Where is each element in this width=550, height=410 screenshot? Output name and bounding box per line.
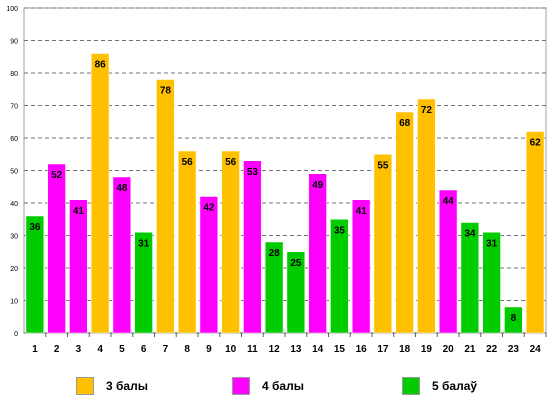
data-label: 49	[312, 180, 324, 191]
data-label: 53	[247, 167, 259, 178]
bar	[438, 189, 458, 334]
x-tick-label: 9	[206, 344, 212, 355]
x-tick-label: 18	[399, 344, 411, 355]
y-tick-label: 20	[10, 266, 18, 273]
chart-legend: 3 балы 4 балы 5 балаў	[0, 377, 550, 399]
x-tick-label: 14	[312, 344, 324, 355]
legend-swatch-3	[76, 377, 94, 395]
y-tick-label: 40	[10, 201, 18, 208]
x-tick-label: 16	[356, 344, 368, 355]
bar	[417, 98, 436, 334]
bar	[460, 222, 480, 334]
bar	[69, 199, 88, 334]
bar	[243, 160, 262, 334]
x-tick-label: 23	[508, 344, 520, 355]
data-label: 28	[269, 248, 281, 259]
bar	[482, 232, 501, 334]
bar	[264, 241, 284, 334]
y-tick-label: 100	[6, 6, 18, 13]
x-tick-label: 12	[269, 344, 281, 355]
bar	[134, 232, 153, 334]
x-tick-label: 2	[54, 344, 60, 355]
x-tick-label: 7	[163, 344, 169, 355]
bar	[25, 215, 45, 334]
y-tick-label: 80	[10, 71, 18, 78]
bar	[177, 150, 197, 334]
bar	[395, 111, 414, 334]
legend-swatch-5	[402, 377, 420, 395]
legend-item-3: 3 балы	[76, 377, 148, 395]
x-tick-label: 15	[334, 344, 346, 355]
x-tick-label: 8	[184, 344, 190, 355]
y-tick-label: 90	[10, 39, 18, 46]
bar	[90, 53, 110, 334]
data-label: 78	[160, 86, 172, 97]
data-label: 8	[511, 313, 517, 324]
y-tick-label: 60	[10, 136, 18, 143]
data-label: 25	[290, 258, 302, 269]
data-label: 41	[73, 206, 85, 217]
data-label: 31	[486, 238, 498, 249]
bar	[373, 154, 393, 334]
x-tick-label: 5	[119, 344, 125, 355]
data-label: 36	[29, 222, 41, 233]
x-tick-label: 4	[97, 344, 103, 355]
x-tick-label: 3	[76, 344, 82, 355]
legend-label-5: 5 балаў	[432, 379, 478, 393]
bar-chart: 0102030405060708090100361522413864485316…	[6, 6, 547, 355]
data-label: 35	[334, 225, 346, 236]
bar	[156, 79, 175, 334]
data-label: 31	[138, 238, 150, 249]
x-tick-label: 20	[443, 344, 455, 355]
data-label: 68	[399, 118, 411, 129]
bar	[330, 219, 349, 334]
x-tick-label: 10	[225, 344, 237, 355]
data-label: 44	[443, 196, 455, 207]
bar	[112, 176, 132, 334]
data-label: 41	[356, 206, 368, 217]
bar	[47, 163, 66, 334]
data-label: 56	[225, 157, 237, 168]
bar	[504, 306, 523, 334]
y-tick-label: 0	[14, 331, 18, 338]
x-tick-label: 22	[486, 344, 498, 355]
bar	[221, 150, 240, 334]
bar	[308, 173, 327, 334]
x-tick-label: 24	[530, 344, 542, 355]
data-label: 55	[377, 160, 389, 171]
y-tick-label: 10	[10, 299, 18, 306]
bar	[525, 131, 545, 334]
legend-label-3: 3 балы	[106, 379, 148, 393]
x-tick-label: 17	[377, 344, 389, 355]
x-tick-label: 1	[32, 344, 38, 355]
bar	[286, 251, 306, 334]
data-label: 56	[182, 157, 194, 168]
legend-item-4: 4 балы	[232, 377, 304, 395]
y-tick-label: 70	[10, 104, 18, 111]
data-label: 72	[421, 105, 433, 116]
data-label: 48	[116, 183, 128, 194]
x-tick-label: 19	[421, 344, 433, 355]
data-label: 86	[95, 60, 107, 71]
x-tick-label: 13	[290, 344, 302, 355]
data-label: 42	[203, 203, 215, 214]
x-tick-label: 6	[141, 344, 147, 355]
x-tick-label: 21	[464, 344, 476, 355]
legend-item-5: 5 балаў	[402, 377, 477, 395]
y-tick-label: 30	[10, 234, 18, 241]
bar	[351, 199, 371, 334]
legend-swatch-4	[232, 377, 250, 395]
bar	[199, 196, 219, 334]
data-label: 52	[51, 170, 63, 181]
data-label: 62	[530, 138, 542, 149]
legend-label-4: 4 балы	[262, 379, 304, 393]
y-tick-label: 50	[10, 169, 18, 176]
data-label: 34	[464, 229, 476, 240]
x-tick-label: 11	[247, 344, 258, 355]
